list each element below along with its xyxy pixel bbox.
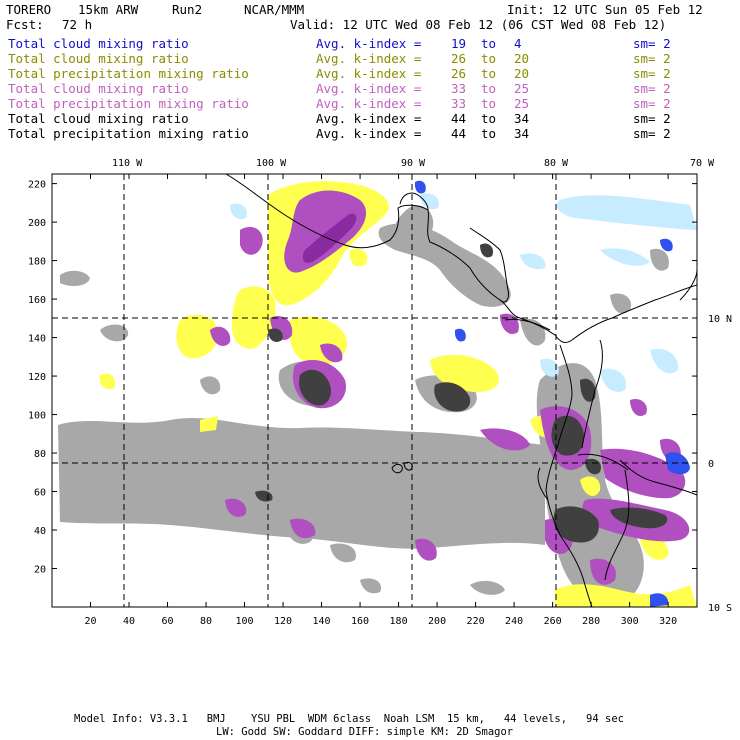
x-tick-label: 40 <box>123 616 135 627</box>
x-tick-label: 240 <box>505 616 523 627</box>
legend-to: to <box>481 96 497 111</box>
x-tick-label: 320 <box>659 616 677 627</box>
x-tick-label: 300 <box>621 616 639 627</box>
legend-to: to <box>481 51 497 66</box>
legend-smoothing: sm= 2 <box>633 126 671 141</box>
run-label: Run2 <box>172 2 203 17</box>
lon-label-70w: 70 W <box>690 158 715 169</box>
cloud-field-dark <box>255 243 668 543</box>
y-tick-label: 60 <box>34 488 46 499</box>
x-tick-label: 140 <box>313 616 331 627</box>
x-tick-label: 100 <box>236 616 254 627</box>
legend-field-name: Total precipitation mixing ratio <box>8 66 249 81</box>
legend-avg-label: Avg. k-index = <box>316 66 422 81</box>
model-info-line2: LW: Godd SW: Goddard DIFF: simple KM: 2D… <box>216 726 514 738</box>
x-tick-label: 260 <box>544 616 562 627</box>
y-tick-label: 20 <box>34 565 46 576</box>
x-tick-label: 180 <box>390 616 408 627</box>
plot-frame <box>51 173 698 608</box>
legend-k-start: 44 <box>451 111 467 126</box>
legend-smoothing: sm= 2 <box>633 111 671 126</box>
legend-k-start: 44 <box>451 126 467 141</box>
legend-field-name: Total precipitation mixing ratio <box>8 96 249 111</box>
legend-field-name: Total cloud mixing ratio <box>8 81 189 96</box>
legend-to: to <box>481 126 497 141</box>
legend-smoothing: sm= 2 <box>633 36 671 51</box>
legend-k-end: 4 <box>514 36 522 51</box>
legend-k-end: 20 <box>514 66 530 81</box>
legend-k-start: 33 <box>451 96 467 111</box>
legend-avg-label: Avg. k-index = <box>316 126 422 141</box>
x-tick-labels: 20 40 60 80 100 120 140 160 180 200 220 240 260 280 30… <box>84 616 677 627</box>
y-tick-label: 220 <box>28 180 46 191</box>
legend-to: to <box>481 66 497 81</box>
x-tick-label: 60 <box>161 616 173 627</box>
lon-label-100w: 100 W <box>256 158 287 169</box>
legend-k-start: 33 <box>451 81 467 96</box>
coastlines <box>225 174 697 607</box>
lat-label-10n: 10 N <box>708 314 732 325</box>
graticule <box>52 174 697 607</box>
legend-k-end: 20 <box>514 51 530 66</box>
legend-field-name: Total cloud mixing ratio <box>8 111 189 126</box>
legend-to: to <box>481 81 497 96</box>
lon-label-110w: 110 W <box>112 158 143 169</box>
legend-field-name: Total cloud mixing ratio <box>8 36 189 51</box>
model-name: TORERO <box>6 2 52 17</box>
legend-k-end: 25 <box>514 81 530 96</box>
legend-field-name: Total precipitation mixing ratio <box>8 126 249 141</box>
x-tick-label: 20 <box>84 616 96 627</box>
legend-k-start: 26 <box>451 51 467 66</box>
y-tick-label: 80 <box>34 449 46 460</box>
legend-smoothing: sm= 2 <box>633 81 671 96</box>
cloud-field-light-blue <box>230 193 697 392</box>
forecast-hour: 72 h <box>62 17 93 32</box>
legend-field-name: Total cloud mixing ratio <box>8 51 189 66</box>
y-tick-label: 120 <box>28 372 46 383</box>
y-tick-label: 200 <box>28 218 46 229</box>
legend-k-start: 26 <box>451 66 467 81</box>
x-tick-label: 160 <box>351 616 369 627</box>
legend-avg-label: Avg. k-index = <box>316 111 422 126</box>
legend-k-end: 25 <box>514 96 530 111</box>
lon-label-90w: 90 W <box>401 158 426 169</box>
org-label: NCAR/MMM <box>244 2 305 17</box>
legend-smoothing: sm= 2 <box>633 51 671 66</box>
init-time: Init: 12 UTC Sun 05 Feb 12 <box>507 2 703 17</box>
legend-avg-label: Avg. k-index = <box>316 96 422 111</box>
axis-ticks <box>52 174 697 607</box>
y-tick-label: 40 <box>34 526 46 537</box>
y-tick-labels: 20 40 60 80 100 120 140 160 180 200 220 <box>28 180 46 576</box>
legend-avg-label: Avg. k-index = <box>316 51 422 66</box>
legend-k-end: 34 <box>514 111 530 126</box>
x-tick-label: 280 <box>582 616 600 627</box>
x-tick-label: 120 <box>274 616 292 627</box>
y-tick-label: 160 <box>28 295 46 306</box>
y-tick-label: 100 <box>28 411 46 422</box>
field-layer <box>52 174 697 607</box>
legend-avg-label: Avg. k-index = <box>316 36 422 51</box>
model-info-line1: Model Info: V3.3.1 BMJ YSU PBL WDM 6clas… <box>74 713 624 725</box>
lat-label-10s: 10 S <box>708 603 732 614</box>
x-tick-label: 80 <box>200 616 212 627</box>
x-tick-label: 220 <box>467 616 485 627</box>
lat-label-0: 0 <box>708 459 714 470</box>
valid-time: Valid: 12 UTC Wed 08 Feb 12 (06 CST Wed … <box>290 17 667 32</box>
lon-label-80w: 80 W <box>544 158 569 169</box>
y-tick-label: 180 <box>28 257 46 268</box>
cloud-field-dark-purple <box>302 213 357 264</box>
y-tick-label: 140 <box>28 334 46 345</box>
legend-to: to <box>481 36 497 51</box>
legend-smoothing: sm= 2 <box>633 66 671 81</box>
x-tick-label: 200 <box>428 616 446 627</box>
legend-k-start: 19 <box>451 36 467 51</box>
legend-smoothing: sm= 2 <box>633 96 671 111</box>
legend-to: to <box>481 111 497 126</box>
legend-avg-label: Avg. k-index = <box>316 81 422 96</box>
legend-k-end: 34 <box>514 126 530 141</box>
model-resolution: 15km ARW <box>78 2 139 17</box>
forecast-label: Fcst: <box>6 17 44 32</box>
